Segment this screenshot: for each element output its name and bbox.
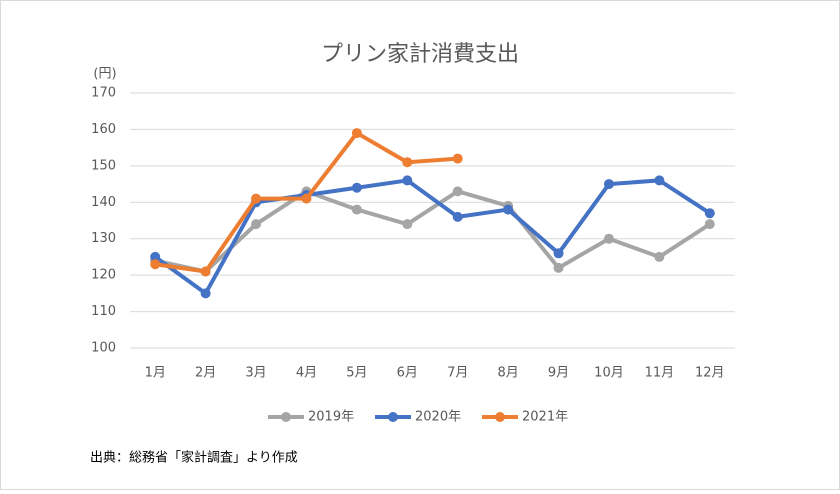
x-tick-label: 12月 <box>695 366 725 381</box>
point <box>553 262 564 273</box>
point <box>603 233 614 244</box>
point <box>503 204 514 215</box>
y-unit: (円) <box>93 67 116 82</box>
point <box>200 288 211 299</box>
point <box>452 211 463 222</box>
legend-label: 2020年 <box>415 410 461 425</box>
x-tick-label: 9月 <box>548 366 569 381</box>
point <box>251 193 262 204</box>
point <box>200 266 211 277</box>
x-tick-label: 4月 <box>296 366 317 381</box>
point <box>351 128 362 139</box>
point <box>704 208 715 219</box>
point <box>553 248 564 259</box>
y-tick-label: 110 <box>91 304 116 319</box>
point <box>452 153 463 164</box>
point <box>351 204 362 215</box>
x-tick-label: 8月 <box>497 366 518 381</box>
point <box>301 193 312 204</box>
y-tick-label: 130 <box>91 231 116 246</box>
x-tick-label: 3月 <box>245 366 266 381</box>
series-line <box>154 178 711 296</box>
point <box>603 179 614 190</box>
point <box>150 259 161 270</box>
point <box>402 157 413 168</box>
point <box>402 175 413 186</box>
x-tick-label: 10月 <box>594 366 624 381</box>
x-tick-label: 11月 <box>645 366 675 381</box>
y-tick-label: 100 <box>91 341 116 356</box>
point <box>654 251 665 262</box>
source-note: 出典：総務省「家計調査」より作成 <box>90 450 298 466</box>
y-tick-label: 160 <box>91 122 116 137</box>
x-tick-label: 7月 <box>447 366 468 381</box>
point <box>402 219 413 230</box>
x-tick-label: 5月 <box>346 366 367 381</box>
point <box>251 219 262 230</box>
y-tick-label: 120 <box>91 268 116 283</box>
x-tick-label: 2月 <box>195 366 216 381</box>
x-tick-label: 6月 <box>397 366 418 381</box>
legend-label: 2019年 <box>308 410 354 425</box>
chart-title: プリン家計消費支出 <box>321 42 519 67</box>
point <box>150 251 161 262</box>
legend-marker <box>388 412 398 422</box>
point <box>351 182 362 193</box>
legend-marker <box>495 412 505 422</box>
y-tick-label: 150 <box>91 158 116 173</box>
point <box>654 175 665 186</box>
x-tick-label: 1月 <box>145 366 166 381</box>
point <box>452 186 463 197</box>
point <box>704 219 715 230</box>
y-tick-label: 140 <box>91 195 116 210</box>
legend-label: 2021年 <box>522 410 568 425</box>
series-line <box>154 189 711 274</box>
y-tick-label: 170 <box>91 86 116 101</box>
legend-marker <box>281 412 291 422</box>
